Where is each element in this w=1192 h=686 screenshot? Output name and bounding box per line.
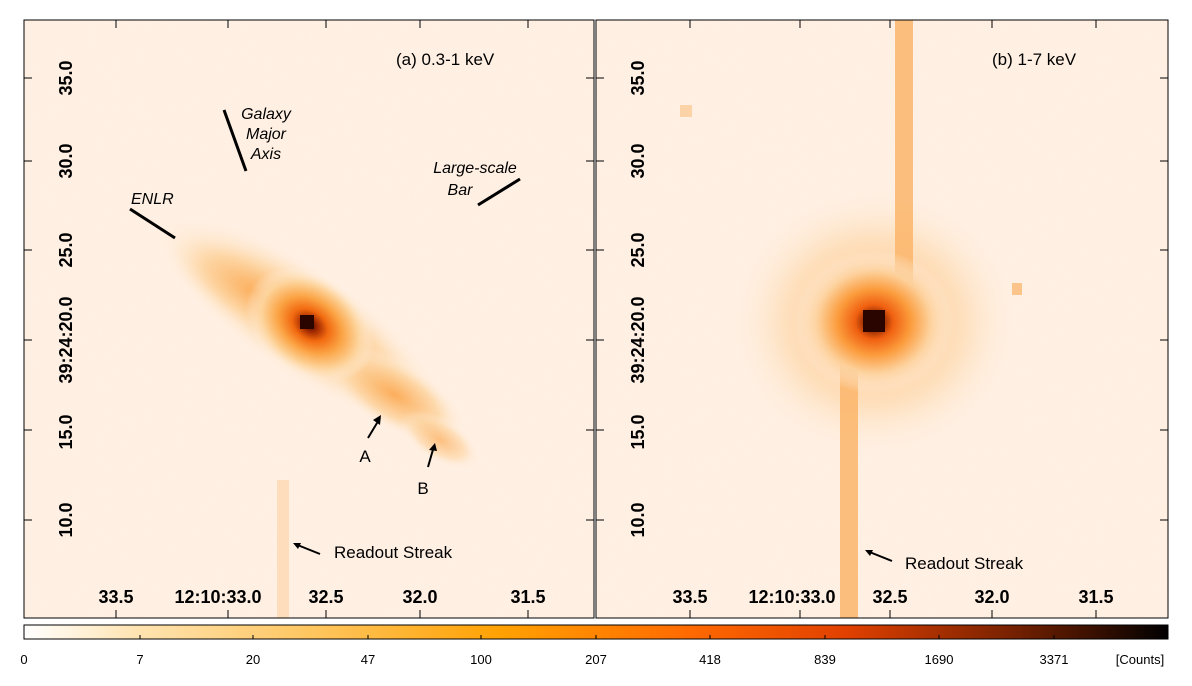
galaxy-axis-label: Major [246,126,287,143]
colorbar-label: 0 [20,652,27,667]
galaxy-axis-label: Galaxy [241,106,292,123]
panel-b-title: (b) 1-7 keV [992,50,1077,69]
enlr-label: ENLR [131,191,174,208]
large-bar-line [477,177,521,207]
readout-label-a: Readout Streak [334,543,453,562]
enlr-line [129,207,176,240]
panel-b-frame [595,19,1169,619]
panel-b-image [596,20,1168,618]
readout-arrowhead-a [293,543,301,549]
panel-b-ytick: 15.0 [628,414,648,449]
panel-a-ytick: 10.0 [56,502,76,537]
panel-b-ytick: 10.0 [628,502,648,537]
panel-b-ytick: 39:24:20.0 [628,296,648,383]
panel-a-title: (a) 0.3-1 keV [396,50,495,69]
knot-b-arrowhead [429,443,437,451]
colorbar-label: 1690 [925,652,954,667]
panel-b: (b) 1-7 keV 35.0 30.0 25.0 39:24:20.0 15… [595,19,1169,619]
panel-a-xtick: 33.5 [98,587,133,607]
galaxy-axis-line [222,109,248,172]
panel-b-xtick: 12:10:33.0 [748,587,835,607]
panel-b-xtick: 31.5 [1078,587,1113,607]
panel-a-ytick: 39:24:20.0 [56,296,76,383]
panel-b-ytick: 30.0 [628,143,648,178]
colorbar: 0 7 20 47 100 207 418 839 1690 3371 [Cou… [20,624,1169,667]
panel-a-frame [23,19,595,619]
knot-a-arrowhead [373,415,381,425]
panel-b-xtick: 33.5 [672,587,707,607]
colorbar-unit: [Counts] [1116,652,1164,667]
panel-a-xtick: 31.5 [510,587,545,607]
colorbar-ticks [139,635,1055,639]
colorbar-label: 207 [585,652,607,667]
panel-a-ytick: 35.0 [56,60,76,95]
panel-a-ticks [24,20,594,618]
panel-a-ytick: 15.0 [56,414,76,449]
panel-b-ytick: 35.0 [628,60,648,95]
knot-a-label: A [359,447,371,466]
panel-a-xtick: 32.0 [402,587,437,607]
panel-a-xtick: 32.5 [308,587,343,607]
panel-b-ticks [596,20,1168,618]
panel-b-ytick: 25.0 [628,232,648,267]
readout-arrowhead-b [865,550,873,556]
knot-b-label: B [417,479,428,498]
panel-b-xtick: 32.0 [974,587,1009,607]
panel-b-xtick: 32.5 [872,587,907,607]
panel-a-image [24,20,594,618]
colorbar-label: 100 [470,652,492,667]
large-bar-label: Large-scale [433,160,517,177]
panel-a-xtick: 12:10:33.0 [174,587,261,607]
panel-a: (a) 0.3-1 keV 35.0 30.0 25.0 39:24:20.0 … [23,19,595,619]
colorbar-label: 3371 [1040,652,1069,667]
colorbar-label: 7 [136,652,143,667]
large-bar-label: Bar [448,182,474,199]
colorbar-label: 20 [246,652,260,667]
galaxy-axis-label: Axis [250,146,281,163]
readout-label-b: Readout Streak [905,554,1024,573]
colorbar-label: 418 [699,652,721,667]
panel-a-ytick: 30.0 [56,143,76,178]
colorbar-label: 47 [361,652,375,667]
panel-a-ytick: 25.0 [56,232,76,267]
colorbar-label: 839 [814,652,836,667]
